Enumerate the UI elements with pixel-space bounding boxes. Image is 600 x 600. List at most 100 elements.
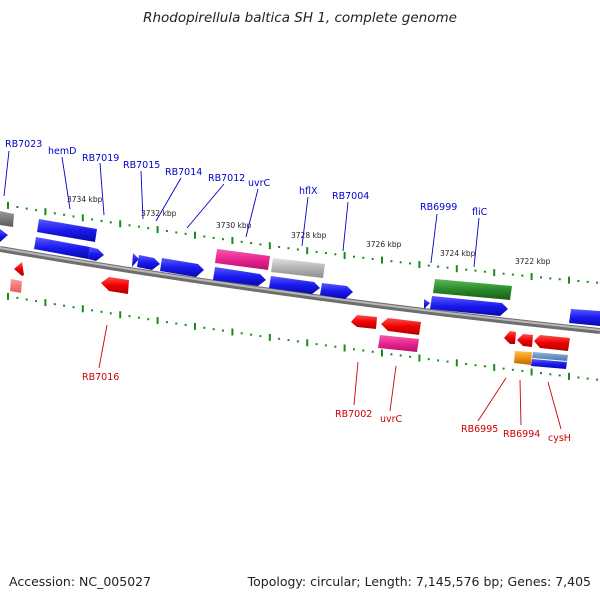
minor-tick: [240, 332, 243, 335]
minor-tick: [558, 374, 561, 377]
minor-tick: [437, 265, 440, 268]
scale-label: 3730 kbp: [216, 221, 252, 230]
minor-tick: [315, 343, 318, 346]
minor-tick: [35, 209, 38, 212]
major-tick: [343, 252, 346, 259]
major-tick: [568, 372, 570, 380]
map-title: Rhodopirellula baltica SH 1, complete ge…: [143, 10, 457, 26]
minor-tick: [100, 310, 103, 313]
genome-backbone: [0, 246, 600, 334]
feature-right-edge: [569, 309, 600, 326]
minor-tick: [596, 281, 599, 284]
feature-rb7012: [213, 267, 266, 286]
minor-tick: [334, 253, 337, 256]
minor-tick: [353, 255, 355, 258]
gene-label-hemd: hemD: [48, 146, 76, 157]
minor-tick: [324, 252, 327, 255]
major-tick: [455, 265, 458, 273]
minor-tick: [25, 298, 28, 301]
gene-label-rb7012: RB7012: [208, 173, 245, 184]
gene-label-rb7014: RB7014: [165, 167, 202, 178]
minor-tick: [147, 318, 150, 321]
minor-tick: [437, 359, 440, 362]
gene-label-rb6995: RB6995: [461, 424, 498, 435]
minor-tick: [184, 323, 187, 326]
minor-tick: [296, 340, 299, 343]
gene-label-cysh: cysH: [548, 433, 571, 444]
top-gene-labels: RB7023 hemD RB7019 RB7015 RB7014 RB7012 …: [5, 139, 488, 218]
major-tick: [119, 220, 122, 228]
minor-tick: [278, 246, 281, 248]
minor-tick: [511, 368, 514, 371]
minor-tick: [109, 312, 112, 315]
minor-tick: [362, 256, 365, 259]
gene-label-rb7002: RB7002: [335, 409, 372, 420]
minor-tick: [596, 378, 599, 381]
minor-tick: [128, 315, 131, 318]
major-tick: [493, 269, 496, 277]
major-tick: [530, 368, 533, 376]
minor-tick: [465, 268, 468, 271]
scale-label: 3726 kbp: [366, 240, 402, 249]
bottom-leader-lines: [98, 324, 562, 430]
feature-cysh-red: [534, 335, 570, 351]
feature-hflx: [269, 276, 320, 294]
minor-tick: [53, 212, 56, 215]
top-leader-lines: [3, 150, 480, 268]
feature-uvrc-red: [381, 318, 421, 335]
forward-strand-features: [0, 211, 600, 326]
major-tick: [268, 242, 271, 250]
minor-tick: [577, 376, 580, 379]
major-tick: [306, 339, 309, 347]
bottom-gene-labels: RB7016 RB7002 uvrC RB6995 RB6994 cysH: [82, 372, 571, 444]
minor-tick: [502, 272, 505, 275]
minor-tick: [278, 337, 281, 340]
minor-tick: [474, 269, 477, 272]
minor-tick: [558, 278, 561, 281]
minor-tick: [399, 261, 402, 264]
minor-tick: [128, 224, 131, 227]
minor-tick: [483, 270, 486, 273]
minor-tick: [72, 306, 75, 309]
minor-tick: [362, 349, 365, 352]
feature-small-arrow: [132, 253, 139, 267]
minor-tick: [409, 355, 412, 358]
gene-label-uvrc-top: uvrC: [248, 178, 271, 189]
major-tick: [44, 208, 47, 216]
minor-tick: [465, 363, 468, 365]
minor-tick: [540, 372, 542, 375]
major-tick: [81, 305, 84, 313]
minor-tick: [371, 257, 374, 260]
feature-rb7002: [351, 315, 377, 329]
minor-tick: [184, 232, 187, 235]
minor-tick: [427, 358, 430, 361]
feature-cysh-blue: [531, 359, 567, 369]
minor-tick: [212, 236, 215, 239]
scale-ticks-upper: [7, 201, 599, 284]
major-tick: [306, 247, 309, 255]
major-tick: [381, 349, 383, 357]
reverse-strand-features: [10, 262, 570, 369]
minor-tick: [100, 219, 103, 222]
feature-rb7014: [160, 258, 204, 277]
genome-summary-text: Topology: circular; Length: 7,145,576 bp…: [247, 574, 591, 589]
minor-tick: [63, 213, 66, 216]
feature-hflx-grey: [271, 258, 325, 278]
minor-tick: [35, 300, 38, 303]
minor-tick: [399, 354, 402, 357]
minor-tick: [390, 353, 393, 356]
major-tick: [231, 328, 234, 336]
minor-tick: [474, 364, 477, 367]
minor-tick: [222, 329, 224, 332]
minor-tick: [483, 365, 486, 368]
minor-tick: [165, 321, 168, 324]
feature-upper-left-arrow: [0, 229, 8, 242]
feature-rb7015: [137, 255, 160, 270]
feature-rb6995: [517, 334, 533, 347]
gene-label-rb7015: RB7015: [123, 160, 160, 171]
feature-rb6995-small: [504, 331, 516, 344]
minor-tick: [137, 316, 140, 319]
feature-hemd-lower: [34, 237, 90, 259]
scale-label: 3732 kbp: [141, 209, 177, 218]
